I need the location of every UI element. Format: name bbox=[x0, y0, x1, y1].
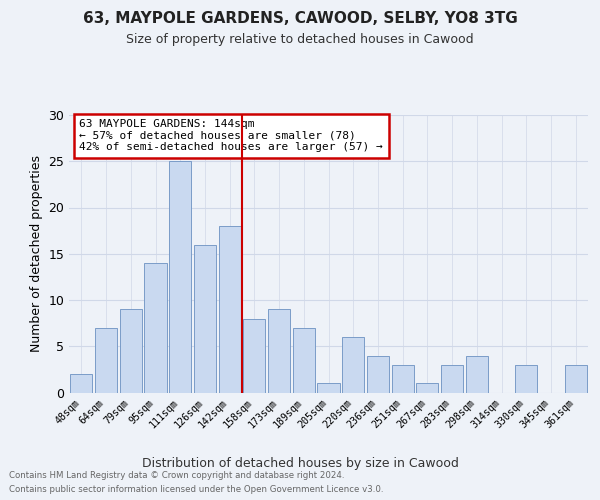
Bar bbox=[317, 383, 340, 392]
Bar bbox=[70, 374, 92, 392]
Bar bbox=[466, 356, 488, 393]
Bar bbox=[392, 365, 414, 392]
Bar bbox=[515, 365, 538, 392]
Bar bbox=[95, 328, 117, 392]
Y-axis label: Number of detached properties: Number of detached properties bbox=[30, 155, 43, 352]
Bar bbox=[268, 309, 290, 392]
Bar bbox=[145, 263, 167, 392]
Text: Distribution of detached houses by size in Cawood: Distribution of detached houses by size … bbox=[142, 458, 458, 470]
Bar bbox=[416, 383, 439, 392]
Bar bbox=[243, 318, 265, 392]
Text: Contains public sector information licensed under the Open Government Licence v3: Contains public sector information licen… bbox=[9, 485, 383, 494]
Text: 63, MAYPOLE GARDENS, CAWOOD, SELBY, YO8 3TG: 63, MAYPOLE GARDENS, CAWOOD, SELBY, YO8 … bbox=[83, 11, 517, 26]
Bar bbox=[169, 161, 191, 392]
Text: 63 MAYPOLE GARDENS: 144sqm
← 57% of detached houses are smaller (78)
42% of semi: 63 MAYPOLE GARDENS: 144sqm ← 57% of deta… bbox=[79, 119, 383, 152]
Bar bbox=[367, 356, 389, 393]
Bar bbox=[218, 226, 241, 392]
Bar bbox=[565, 365, 587, 392]
Bar bbox=[441, 365, 463, 392]
Bar bbox=[119, 309, 142, 392]
Bar bbox=[342, 337, 364, 392]
Text: Contains HM Land Registry data © Crown copyright and database right 2024.: Contains HM Land Registry data © Crown c… bbox=[9, 471, 344, 480]
Bar bbox=[194, 244, 216, 392]
Text: Size of property relative to detached houses in Cawood: Size of property relative to detached ho… bbox=[126, 32, 474, 46]
Bar bbox=[293, 328, 315, 392]
